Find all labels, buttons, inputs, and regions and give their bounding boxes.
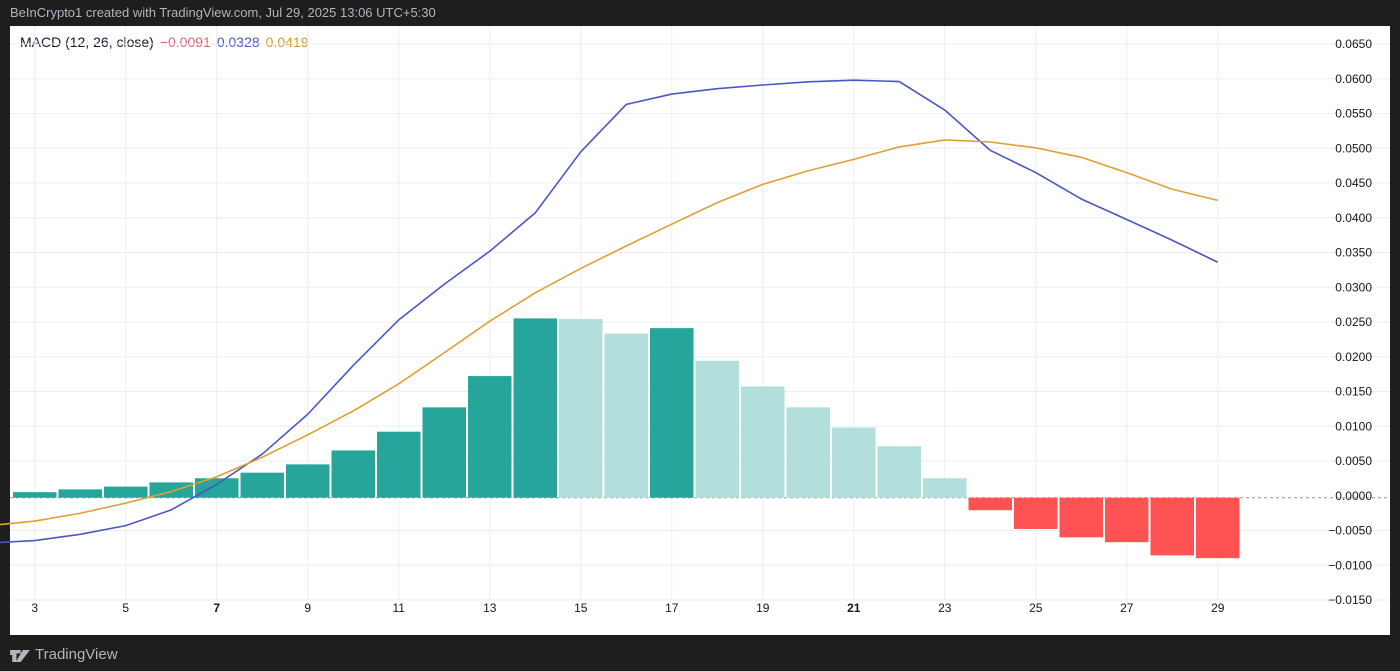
svg-text:27: 27 [1120, 601, 1134, 615]
svg-text:0.0400: 0.0400 [1335, 211, 1372, 225]
svg-text:0.0200: 0.0200 [1335, 350, 1372, 364]
svg-text:9: 9 [304, 601, 311, 615]
svg-text:−0.0050: −0.0050 [1328, 524, 1372, 538]
svg-text:0.0650: 0.0650 [1335, 37, 1372, 51]
svg-text:0.0150: 0.0150 [1335, 385, 1372, 399]
svg-text:19: 19 [756, 601, 770, 615]
svg-text:−0.0100: −0.0100 [1328, 558, 1372, 572]
svg-text:0.0250: 0.0250 [1335, 315, 1372, 329]
svg-text:0.0550: 0.0550 [1335, 107, 1372, 121]
svg-text:−0.0150: −0.0150 [1328, 593, 1372, 607]
svg-text:0.0600: 0.0600 [1335, 72, 1372, 86]
svg-text:0.0500: 0.0500 [1335, 141, 1372, 155]
svg-text:13: 13 [483, 601, 497, 615]
svg-text:11: 11 [393, 601, 406, 615]
svg-text:5: 5 [122, 601, 129, 615]
svg-text:0.0000: 0.0000 [1335, 489, 1372, 503]
svg-text:0.0300: 0.0300 [1335, 280, 1372, 294]
svg-text:23: 23 [938, 601, 952, 615]
svg-text:29: 29 [1211, 601, 1225, 615]
svg-text:25: 25 [1029, 601, 1043, 615]
svg-text:0.0100: 0.0100 [1335, 419, 1372, 433]
svg-text:15: 15 [574, 601, 588, 615]
svg-text:3: 3 [31, 601, 38, 615]
svg-text:0.0450: 0.0450 [1335, 176, 1372, 190]
svg-text:0.0350: 0.0350 [1335, 246, 1372, 260]
svg-text:21: 21 [847, 601, 861, 615]
svg-text:0.0050: 0.0050 [1335, 454, 1372, 468]
svg-text:7: 7 [213, 601, 220, 615]
svg-text:17: 17 [665, 601, 679, 615]
